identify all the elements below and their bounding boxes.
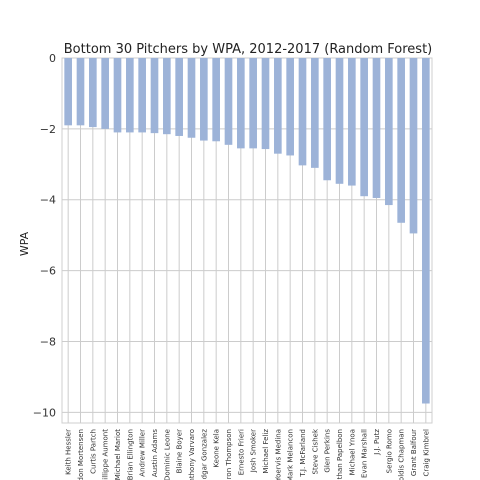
bar-20	[311, 58, 319, 168]
bar-7	[150, 58, 159, 134]
bar-5	[126, 58, 134, 133]
x-tick-label: Evan Marshall	[361, 429, 369, 478]
bar-16	[261, 58, 270, 150]
x-tick-label: Michael Mariot	[114, 429, 122, 480]
bar-29	[422, 58, 430, 404]
x-tick-label: nthony Varvaro	[188, 429, 196, 480]
bar-9	[175, 58, 183, 136]
y-tick-labels: 0 −2 −4 −6 −8 −10	[33, 52, 56, 419]
bar-22	[335, 58, 344, 184]
x-tick-label: Craig Kimbrel	[422, 429, 430, 476]
x-tick-label: than Papelbon	[336, 429, 344, 479]
bar-28	[409, 58, 418, 234]
x-tick-label: Michael Feliz	[262, 429, 270, 474]
x-tick-label: Steve Cishek	[311, 428, 319, 474]
x-tick-label: Blaine Boyer	[176, 429, 184, 473]
y-axis-label: WPA	[18, 231, 31, 256]
bar-3	[101, 58, 109, 129]
bar-14	[237, 58, 245, 149]
bar-1	[76, 58, 85, 126]
bar-10	[187, 58, 196, 138]
x-tick-labels: Keith Hessler don Mortensen Curtis Partch h…	[65, 428, 431, 480]
x-tick-label: Mark Melancon	[287, 429, 295, 480]
x-tick-label: Ernesto Frieri	[237, 429, 245, 475]
y-tick-label: −4	[40, 194, 56, 207]
bar-12	[212, 58, 220, 142]
x-tick-label: Glen Perkins	[324, 429, 332, 473]
x-tick-label: Brian Ellington	[126, 429, 134, 480]
y-tick-label: −2	[40, 123, 56, 136]
x-tick-label: Sergio Romo	[385, 429, 393, 473]
x-tick-label: oldis Chapman	[398, 429, 406, 480]
y-tick-label: −6	[40, 265, 56, 278]
bar-24	[360, 58, 368, 197]
y-tick-label: −10	[33, 406, 56, 419]
x-tick-label: dgar Gonzalez	[200, 429, 208, 480]
chart-title: Bottom 30 Pitchers by WPA, 2012-2017 (Ra…	[64, 42, 432, 57]
bar-11	[200, 58, 208, 141]
x-tick-label: don Mortensen	[77, 429, 85, 480]
x-tick-label: Andrew Miller	[139, 429, 147, 477]
bar-0	[64, 58, 72, 126]
bar-18	[286, 58, 294, 156]
bar-23	[348, 58, 356, 186]
bar-8	[163, 58, 171, 135]
x-tick-label: T.J. McFarland	[299, 429, 307, 478]
y-tick-label: −8	[40, 335, 56, 348]
bar-4	[113, 58, 122, 133]
x-tick-label: Curtis Partch	[89, 429, 97, 474]
bar-19	[298, 58, 307, 166]
bar-21	[323, 58, 331, 181]
bar-6	[138, 58, 146, 133]
x-tick-label: J.J. Putz	[373, 429, 381, 456]
bar-17	[274, 58, 282, 154]
bar-25	[372, 58, 381, 198]
bar-13	[224, 58, 233, 145]
bar-2	[89, 58, 97, 128]
x-tick-label: Josh Smoker	[250, 429, 258, 473]
x-tick-label: Austin Adams	[151, 429, 159, 477]
y-tick-label: 0	[49, 52, 56, 65]
x-tick-label: Michael Ynoa	[348, 429, 356, 475]
x-tick-label: Keone Kela	[213, 429, 221, 468]
x-tick-label: Dominic Leone	[163, 429, 171, 480]
bar-27	[397, 58, 405, 223]
x-tick-label: Keith Hessler	[65, 429, 73, 475]
x-tick-label: hillippe Aumont	[102, 429, 110, 480]
plot-area	[61, 57, 433, 424]
bars-layer	[64, 58, 430, 404]
x-tick-label: Grant Balfour	[410, 429, 418, 476]
bar-15	[249, 58, 257, 149]
bar-26	[385, 58, 393, 206]
x-tick-label: Yoervis Medina	[274, 429, 282, 480]
x-tick-label: aron Thompson	[225, 429, 233, 480]
